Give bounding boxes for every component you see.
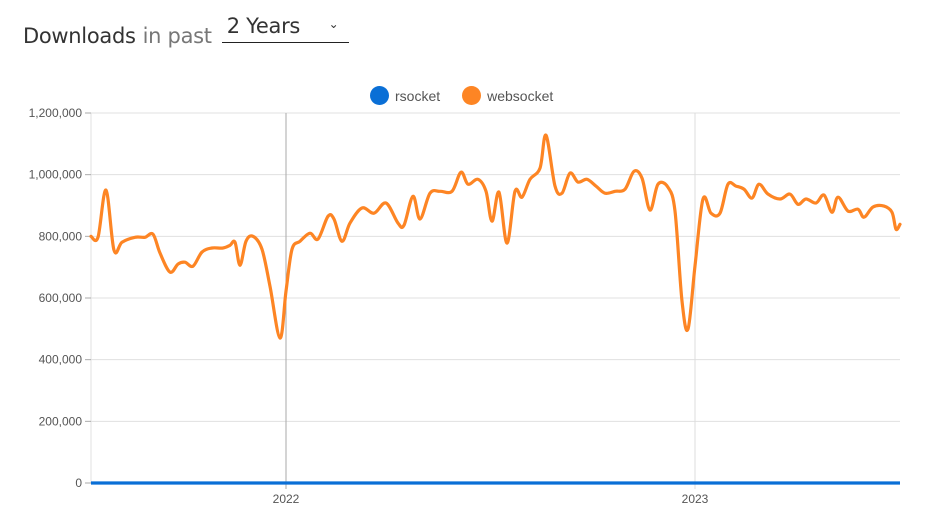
y-tick-label: 1,000,000 <box>29 168 83 182</box>
legend-dot-icon <box>462 86 482 105</box>
legend-label: rsocket <box>395 87 441 104</box>
y-tick-label: 800,000 <box>39 229 83 243</box>
y-tick-label: 200,000 <box>39 414 83 428</box>
series-line-websocket <box>89 133 902 340</box>
y-tick-label: 400,000 <box>39 353 83 367</box>
page-subtitle: in past <box>142 24 212 48</box>
period-select[interactable]: 2 Years ⌄ <box>221 12 349 43</box>
legend-item-rsocket[interactable]: rsocket <box>370 86 440 105</box>
y-tick-label: 1,200,000 <box>29 106 83 120</box>
y-tick-label: 600,000 <box>39 291 83 305</box>
page-title: Downloads <box>23 24 136 48</box>
chart-legend: rsocket websocket <box>370 86 575 105</box>
legend-label: websocket <box>487 87 554 104</box>
x-axis: 2022 2023 <box>273 492 709 506</box>
y-tick-label: 0 <box>75 476 82 490</box>
chart-header: Downloads in past 2 Years ⌄ <box>23 12 349 48</box>
x-tick-label: 2022 <box>273 492 300 506</box>
y-axis: 0 200,000 400,000 600,000 800,000 1,000,000 1,… <box>29 106 91 490</box>
legend-item-websocket[interactable]: websocket <box>462 86 553 105</box>
chevron-down-icon: ⌄ <box>328 17 339 31</box>
legend-dot-icon <box>370 86 389 105</box>
chart-series <box>89 133 902 485</box>
x-tick-label: 2023 <box>682 492 709 506</box>
period-select-value: 2 Years <box>226 14 301 38</box>
chart-grid <box>90 112 900 489</box>
